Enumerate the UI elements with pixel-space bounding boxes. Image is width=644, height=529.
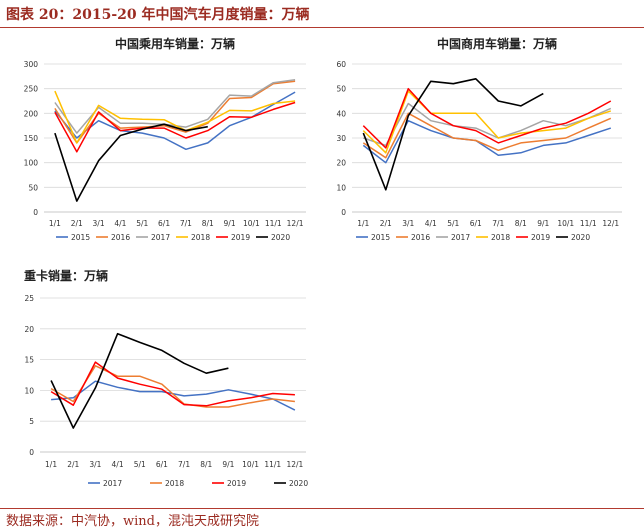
y-tick-label: 50: [336, 85, 346, 94]
y-tick-label: 150: [24, 134, 39, 143]
heavy-truck-chart: 重卡销量：万辆 0 5 10 15 20 25 1/1 2/1 3/1 4/1 5/1 6/1 7/1 8/…: [24, 268, 308, 488]
x-tick-label: 12/1: [286, 460, 303, 469]
series-line-2019: [50, 361, 295, 407]
legend-label-2019: 2019: [231, 233, 250, 242]
y-tick-label: 25: [24, 294, 34, 303]
y-tick-label: 30: [336, 134, 346, 143]
y-tick-label: 5: [29, 417, 34, 426]
legend-label-2016: 2016: [111, 233, 130, 242]
x-tick-label: 10/1: [243, 219, 260, 228]
legend-label-2017: 2017: [151, 233, 170, 242]
y-tick-label: 300: [24, 60, 39, 69]
x-tick-label: 11/1: [580, 219, 597, 228]
x-tick-label: 2/1: [67, 460, 79, 469]
series-line-2018: [54, 90, 296, 144]
y-tick-label: 60: [336, 60, 346, 69]
series-line-2019: [362, 87, 612, 149]
x-tick-label: 6/1: [470, 219, 482, 228]
legend-label-2020: 2020: [289, 479, 308, 488]
x-tick-label: 1/1: [49, 219, 61, 228]
series-line-2015: [54, 91, 296, 151]
legend-label-2019: 2019: [531, 233, 550, 242]
x-tick-label: 8/1: [515, 219, 527, 228]
legend-label-2019: 2019: [227, 479, 246, 488]
y-tick-label: 100: [24, 159, 39, 168]
legend-label-2018: 2018: [491, 233, 510, 242]
y-tick-label: 250: [24, 85, 39, 94]
y-tick-label: 15: [24, 356, 34, 365]
x-tick-label: 8/1: [200, 460, 212, 469]
commercial-vehicle-chart: 中国商用车销量：万辆 0 10 20 30 40 50 60 1/1 2/1 3/1 4/1 5/1 6/…: [336, 36, 622, 242]
figure-title: 图表 20：2015-20 年中国汽车月度销量：万辆: [6, 7, 310, 23]
x-tick-label: 6/1: [156, 460, 168, 469]
series-line-2020: [54, 123, 208, 202]
x-tick-label: 11/1: [265, 219, 282, 228]
y-tick-label: 40: [336, 109, 346, 118]
x-tick-label: 9/1: [222, 460, 234, 469]
series-line-2016: [362, 112, 612, 159]
x-tick-label: 3/1: [402, 219, 414, 228]
x-tick-label: 4/1: [112, 460, 124, 469]
source-note: 数据来源：中汽协，wind，混沌天成研究院: [6, 514, 259, 529]
x-tick-label: 7/1: [492, 219, 504, 228]
legend-label-2015: 2015: [71, 233, 90, 242]
x-tick-label: 4/1: [425, 219, 437, 228]
x-tick-label: 10/1: [242, 460, 259, 469]
y-tick-label: 10: [336, 183, 346, 192]
x-tick-label: 5/1: [134, 460, 146, 469]
series-line-2017: [363, 102, 612, 147]
y-tick-label: 20: [24, 325, 34, 334]
legend-label-2017: 2017: [451, 233, 470, 242]
x-tick-label: 5/1: [447, 219, 459, 228]
x-tick-label: 1/1: [357, 219, 369, 228]
x-tick-label: 4/1: [114, 219, 126, 228]
x-tick-label: 1/1: [45, 460, 57, 469]
chart-title: 中国商用车销量：万辆: [437, 36, 557, 51]
x-tick-label: 9/1: [537, 219, 549, 228]
legend-label-2015: 2015: [371, 233, 390, 242]
y-tick-label: 50: [28, 183, 38, 192]
legend-label-2018: 2018: [165, 479, 184, 488]
x-tick-label: 2/1: [71, 219, 83, 228]
y-tick-label: 0: [341, 208, 346, 217]
y-tick-label: 0: [29, 448, 34, 457]
x-tick-label: 5/1: [136, 219, 148, 228]
x-tick-label: 3/1: [89, 460, 101, 469]
y-tick-label: 200: [24, 109, 39, 118]
legend-label-2016: 2016: [411, 233, 430, 242]
source-rule: [0, 508, 644, 509]
x-tick-label: 8/1: [202, 219, 214, 228]
series-line-2019: [54, 101, 296, 153]
y-tick-label: 0: [33, 208, 38, 217]
legend-label-2020: 2020: [571, 233, 590, 242]
x-tick-label: 3/1: [93, 219, 105, 228]
x-tick-label: 10/1: [557, 219, 574, 228]
series-line-2020: [50, 332, 229, 429]
x-tick-label: 11/1: [264, 460, 281, 469]
legend-label-2017: 2017: [103, 479, 122, 488]
series-line-2020: [362, 78, 544, 191]
x-tick-label: 12/1: [287, 219, 304, 228]
x-tick-label: 7/1: [178, 460, 190, 469]
series-line-2018: [50, 365, 295, 408]
chart-title: 重卡销量：万辆: [24, 268, 108, 283]
x-tick-label: 6/1: [158, 219, 170, 228]
x-tick-label: 2/1: [380, 219, 392, 228]
y-tick-label: 10: [24, 386, 34, 395]
x-tick-label: 12/1: [602, 219, 619, 228]
x-tick-label: 7/1: [180, 219, 192, 228]
series-line-2018: [362, 90, 612, 154]
legend-label-2018: 2018: [191, 233, 210, 242]
legend-label-2020: 2020: [271, 233, 290, 242]
y-tick-label: 20: [336, 159, 346, 168]
x-tick-label: 9/1: [224, 219, 236, 228]
chart-title: 中国乘用车销量：万辆: [115, 36, 235, 51]
title-rule: [0, 27, 644, 28]
passenger-car-chart: 中国乘用车销量：万辆 0 50 100 150 200 250 300 1/1 2/1 3/1 4/1…: [24, 36, 306, 242]
